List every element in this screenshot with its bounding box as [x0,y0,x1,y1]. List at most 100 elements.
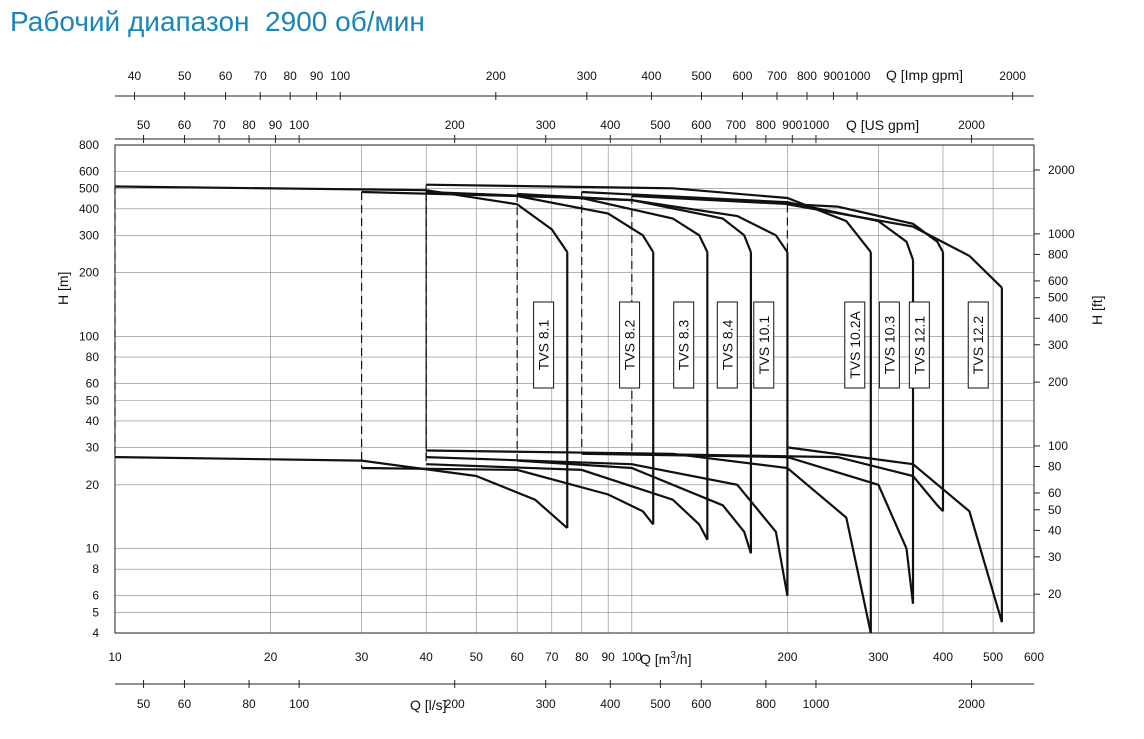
x-imp-tick-label: 600 [732,69,752,83]
x-main-tick-label: 50 [470,650,484,664]
x-main-tick-label: 10 [108,650,122,664]
y-left-tick-label: 50 [86,393,100,407]
x-main-tick-label: 20 [264,650,278,664]
y-left-tick-label: 20 [86,478,100,492]
y-right-tick-label: 80 [1048,460,1062,474]
pump-curve-group [425,183,872,634]
model-label: TVS 8.3 [673,301,695,389]
x-ls-tick-label: 600 [691,697,711,711]
pump-curve-group [425,190,789,596]
y-axis-title-ft: H [ft] [1089,295,1105,325]
curve-min-stages [581,452,915,604]
x-imp-tick-label: 300 [577,69,597,83]
model-label: TVS 10.1 [753,301,775,389]
x-imp-tick-label: 2000 [999,69,1026,83]
x-imp-tick-label: 400 [641,69,661,83]
x-main-tick-label: 100 [622,650,642,664]
x-ls-tick-label: 500 [650,697,670,711]
x-us-tick-label: 700 [726,118,746,132]
x-imp-tick-label: 80 [283,69,297,83]
y-right-tick-label: 800 [1048,247,1068,261]
curve-min-stages [426,456,789,596]
y-left-tick-label: 400 [79,202,99,216]
x-axis-title-imp-gpm: Q [Imp gpm] [886,67,963,83]
x-imp-tick-label: 100 [330,69,350,83]
x-us-tick-label: 400 [600,118,620,132]
x-us-tick-label: 1000 [803,118,830,132]
curve-max-stages [787,203,1003,289]
x-imp-tick-label: 70 [253,69,267,83]
x-us-tick-label: 60 [178,118,192,132]
x-us-tick-label: 80 [242,118,256,132]
curve-max-stages [114,185,569,253]
model-label-text: TVS 12.2 [970,316,986,375]
x-imp-tick-label: 60 [219,69,233,83]
y-right-tick-label: 40 [1048,523,1062,537]
x-imp-tick-label: 700 [767,69,787,83]
x-us-tick-label: 70 [212,118,226,132]
x-us-tick-label: 800 [756,118,776,132]
x-ls-tick-label: 100 [289,697,309,711]
y-left-tick-label: 100 [79,330,99,344]
x-imp-tick-label: 500 [691,69,711,83]
model-label-box [673,301,695,389]
pump-curves [114,183,1003,634]
x-main-tick-label: 200 [777,650,797,664]
x-main-tick-label: 70 [545,650,559,664]
x-imp-tick-label: 900 [823,69,843,83]
x-main-tick-label: 40 [419,650,433,664]
pump-curve-group [360,190,655,526]
x-us-tick-label: 900 [782,118,802,132]
x-ls-tick-label: 60 [178,697,192,711]
model-label-box [878,301,900,389]
x-ls-tick-label: 400 [600,697,620,711]
x-imp-tick-label: 1000 [844,69,871,83]
x-axis-title-us-gpm: Q [US gpm] [846,117,919,133]
x-ls-tick-label: 800 [756,697,776,711]
curve-min-stages [631,452,944,513]
x-main-tick-label: 400 [933,650,953,664]
model-labels: TVS 8.1 TVS 8.2 TVS 8.3 TVS 8.4 TVS 10.1 TVS … [533,301,989,389]
y-left-tick-label: 300 [79,228,99,242]
model-label-box [533,301,555,389]
grid-lines [114,144,1035,634]
x-imp-tick-label: 40 [128,69,142,83]
model-label-box [844,301,866,389]
y-left-tick-label: 800 [79,138,99,152]
y-axis-title-m: H [m] [55,272,71,305]
y-left-tick-label: 8 [92,562,99,576]
model-label: TVS 12.2 [967,301,989,389]
page-title: Рабочий диапазон 2900 об/мин [10,6,425,37]
model-label-text: TVS 8.2 [622,320,638,371]
curve-min-stages [114,456,569,529]
x-main-tick-label: 60 [510,650,524,664]
y-left-tick-label: 5 [92,605,99,619]
model-label: TVS 8.4 [716,301,738,389]
model-label-text: TVS 10.1 [756,316,772,375]
curve-min-stages [426,449,872,634]
y-right-tick-label: 50 [1048,503,1062,517]
x-us-tick-label: 600 [691,118,711,132]
curve-max-stages [426,183,872,253]
curve-min-stages [426,463,709,541]
model-label: TVS 10.3 [878,301,900,389]
curve-max-stages [361,190,655,253]
x-axis-title-ls: Q [l/s] [410,697,447,713]
y-right-tick-label: 300 [1048,338,1068,352]
model-label: TVS 10.2A [844,301,866,389]
x-main-tick-label: 500 [983,650,1003,664]
y-right-tick-label: 60 [1048,486,1062,500]
axes: 4 5 6 8 10 20 30 40 50 60 80 100 200 300 400 500 600 800 1… [79,69,1075,711]
y-left-tick-label: 200 [79,266,99,280]
x-main-tick-label: 30 [355,650,369,664]
model-label-text: TVS 10.3 [881,316,897,375]
model-label-text: TVS 8.4 [719,320,735,371]
curve-min-stages [787,446,1003,623]
x-ls-tick-label: 1000 [803,697,830,711]
x-ls-tick-label: 200 [445,697,465,711]
y-left-tick-label: 6 [92,589,99,603]
y-right-tick-label: 2000 [1048,163,1075,177]
x-imp-tick-label: 50 [178,69,192,83]
pump-curve-group [114,185,569,529]
x-ls-tick-label: 50 [137,697,151,711]
